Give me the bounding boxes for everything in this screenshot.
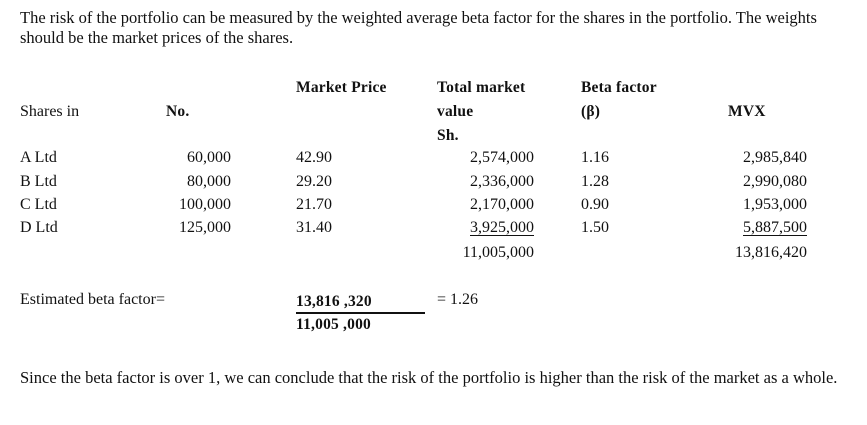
header-mvx: MVX xyxy=(728,103,766,120)
row-a-mvx: 2,985,840 xyxy=(743,149,807,166)
row-d-total-underlined: 3,925,000 xyxy=(470,219,534,236)
row-c-share: C Ltd xyxy=(20,196,57,213)
row-c-total: 2,170,000 xyxy=(470,196,534,213)
row-d-price: 31.40 xyxy=(296,219,332,236)
row-a-price: 42.90 xyxy=(296,149,332,166)
row-d-total: 3,925,000 xyxy=(430,218,534,238)
row-b-no: 80,000 xyxy=(187,173,231,190)
row-a-share: A Ltd xyxy=(20,149,57,166)
row-b-beta: 1.28 xyxy=(581,173,609,190)
row-c-no: 100,000 xyxy=(179,196,231,213)
row-b-share: B Ltd xyxy=(20,173,57,190)
row-d-share: D Ltd xyxy=(20,219,58,236)
row-b-mvx: 2,990,080 xyxy=(743,173,807,190)
row-a-total: 2,574,000 xyxy=(470,149,534,166)
estimate-denominator: 11,005 ,000 xyxy=(296,316,371,333)
header-total-market-3: Sh. xyxy=(437,127,459,144)
row-d-mvx-underlined: 5,887,500 xyxy=(743,219,807,236)
intro-paragraph: The risk of the portfolio can be measure… xyxy=(20,8,817,47)
conclusion-paragraph: Since the beta factor is over 1, we can … xyxy=(20,368,838,387)
header-market-price: Market Price xyxy=(296,79,387,96)
row-a-no: 60,000 xyxy=(187,149,231,166)
header-beta-2: (β) xyxy=(581,103,601,120)
estimate-label: Estimated beta factor= xyxy=(20,291,165,308)
row-c-beta: 0.90 xyxy=(581,196,609,213)
row-b-price: 29.20 xyxy=(296,173,332,190)
header-beta-1: Beta factor xyxy=(581,79,657,96)
row-d-beta: 1.50 xyxy=(581,219,609,236)
row-d-mvx: 5,887,500 xyxy=(700,218,807,238)
header-shares-in: Shares in xyxy=(20,103,80,120)
row-b-total: 2,336,000 xyxy=(470,173,534,190)
row-d-no: 125,000 xyxy=(179,219,231,236)
header-no: No. xyxy=(166,103,190,120)
row-a-beta: 1.16 xyxy=(581,149,609,166)
estimate-result: = 1.26 xyxy=(437,291,479,308)
row-c-price: 21.70 xyxy=(296,196,332,213)
header-total-market-2: value xyxy=(437,103,474,120)
estimate-numerator: 13,816 ,320 xyxy=(296,293,372,310)
fraction-line xyxy=(296,312,425,314)
row-c-mvx: 1,953,000 xyxy=(743,196,807,213)
total-mvx: 13,816,420 xyxy=(735,244,807,261)
header-total-market-1: Total market xyxy=(437,79,526,96)
total-market-value: 11,005,000 xyxy=(462,244,534,261)
